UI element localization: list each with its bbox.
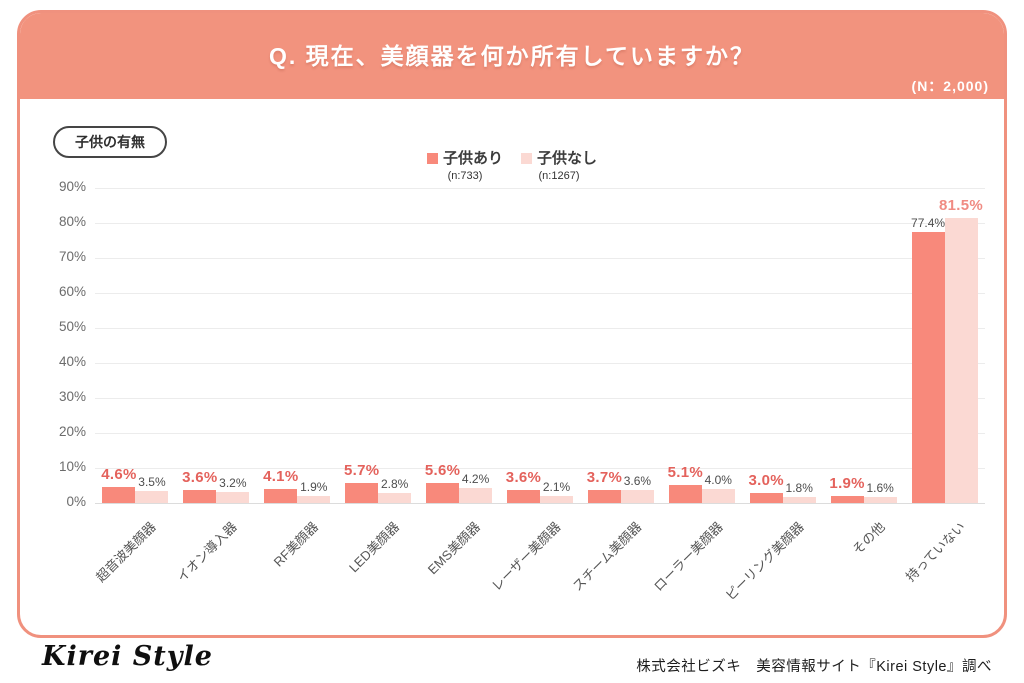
chart-legend: 子供あり (n:733) 子供なし (n:1267)	[20, 147, 1004, 182]
legend-item-kodomo-nashi: 子供なし (n:1267)	[521, 147, 597, 182]
legend-swatch-kodomo-nashi-icon	[521, 152, 532, 164]
legend-sub-count: (n:733)	[447, 170, 483, 182]
filter-badge: 子供の有無	[53, 126, 167, 158]
legend-label: 子供なし	[537, 150, 598, 167]
card-header: Q. 現在、美顔器を何か所有していますか？ (N：2,000)	[20, 13, 1004, 99]
survey-card: Q. 現在、美顔器を何か所有していますか？ (N：2,000) 子供の有無 子供…	[17, 10, 1007, 638]
kirei-style-logo: Kirei Style	[42, 641, 213, 672]
question-title: Q. 現在、美顔器を何か所有していますか？	[269, 43, 755, 69]
sample-size-label: (N：2,000)	[911, 78, 989, 94]
legend-item-kodomo-ari: 子供あり (n:733)	[426, 147, 503, 182]
source-credit: 株式会社ビズキ 美容情報サイト『Kirei Style』調べ	[636, 659, 992, 675]
legend-label: 子供あり	[442, 150, 503, 167]
legend-sub-count: (n:1267)	[538, 170, 580, 182]
legend-swatch-kodomo-ari-icon	[426, 152, 438, 164]
